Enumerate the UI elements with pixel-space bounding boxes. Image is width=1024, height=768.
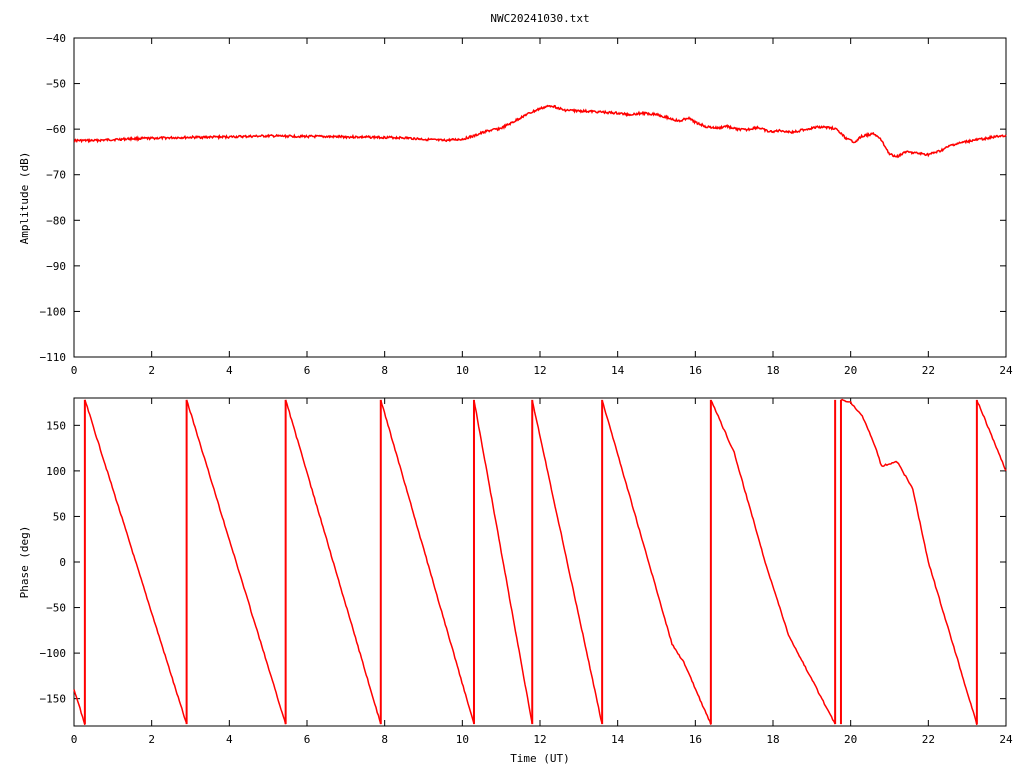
y-tick-label: −90 [46, 260, 66, 273]
x-tick-label: 0 [71, 733, 78, 746]
x-tick-label: 20 [844, 364, 857, 377]
x-tick-label: 12 [533, 364, 546, 377]
x-tick-label: 24 [999, 364, 1013, 377]
y-tick-label: −80 [46, 214, 66, 227]
x-tick-label: 24 [999, 733, 1013, 746]
x-tick-label: 16 [689, 733, 702, 746]
chart-title: NWC20241030.txt [490, 12, 589, 25]
x-tick-label: 18 [766, 364, 779, 377]
x-tick-label: 16 [689, 364, 702, 377]
x-tick-label: 8 [381, 364, 388, 377]
phase-panel: 0 2 4 6 8 10 12 14 16 18 20 22 24−150−100−5005010015… [18, 397, 1013, 765]
x-tick-label: 12 [533, 733, 546, 746]
x-tick-label: 10 [456, 733, 469, 746]
x-tick-label: 22 [922, 733, 935, 746]
phase-x-axis-label: Time (UT) [510, 752, 570, 765]
y-tick-label: −50 [46, 78, 66, 91]
x-tick-label: 6 [304, 733, 311, 746]
phase-series-segment [710, 399, 836, 725]
phase-series-segment [185, 399, 287, 725]
y-tick-label: −40 [46, 32, 66, 45]
x-tick-label: 0 [71, 364, 78, 377]
phase-series-segment [380, 399, 475, 725]
y-tick-label: 100 [46, 465, 66, 478]
x-tick-label: 8 [381, 733, 388, 746]
y-tick-label: 150 [46, 419, 66, 432]
amplitude-plot-frame [73, 37, 1007, 358]
x-tick-label: 22 [922, 364, 935, 377]
amplitude-panel: 0 2 4 6 8 10 12 14 16 18 20 22 24−110−100−90−80−70−6… [18, 32, 1013, 377]
x-tick-label: 14 [611, 733, 625, 746]
x-tick-label: 18 [766, 733, 779, 746]
x-tick-label: 14 [611, 364, 625, 377]
x-tick-label: 6 [304, 364, 311, 377]
phase-series-segment [840, 398, 978, 726]
y-tick-label: −70 [46, 169, 66, 182]
phase-series-segment [473, 399, 533, 724]
y-tick-label: 0 [59, 556, 66, 569]
x-tick-label: 20 [844, 733, 857, 746]
phase-series-segment [531, 399, 603, 724]
y-tick-label: −50 [46, 602, 66, 615]
amplitude-y-axis-label: Amplitude (dB) [18, 152, 31, 245]
y-tick-label: −100 [40, 647, 67, 660]
phase-series-segment [73, 689, 86, 726]
x-tick-label: 4 [226, 733, 233, 746]
phase-series-segment [84, 399, 188, 724]
amplitude-series-line [73, 104, 1007, 159]
x-tick-label: 4 [226, 364, 233, 377]
y-tick-label: −100 [40, 305, 67, 318]
y-tick-label: 50 [53, 510, 66, 523]
y-tick-label: −150 [40, 693, 67, 706]
phase-series-segment [284, 399, 382, 725]
x-tick-label: 10 [456, 364, 469, 377]
y-tick-label: −60 [46, 123, 66, 136]
phase-series-segment [976, 400, 1007, 471]
phase-y-axis-label: Phase (deg) [18, 526, 31, 599]
phase-plot-frame [73, 397, 1007, 727]
y-tick-label: −110 [40, 351, 67, 364]
x-tick-label: 2 [148, 364, 155, 377]
x-tick-label: 2 [148, 733, 155, 746]
phase-series-segment [601, 399, 712, 725]
